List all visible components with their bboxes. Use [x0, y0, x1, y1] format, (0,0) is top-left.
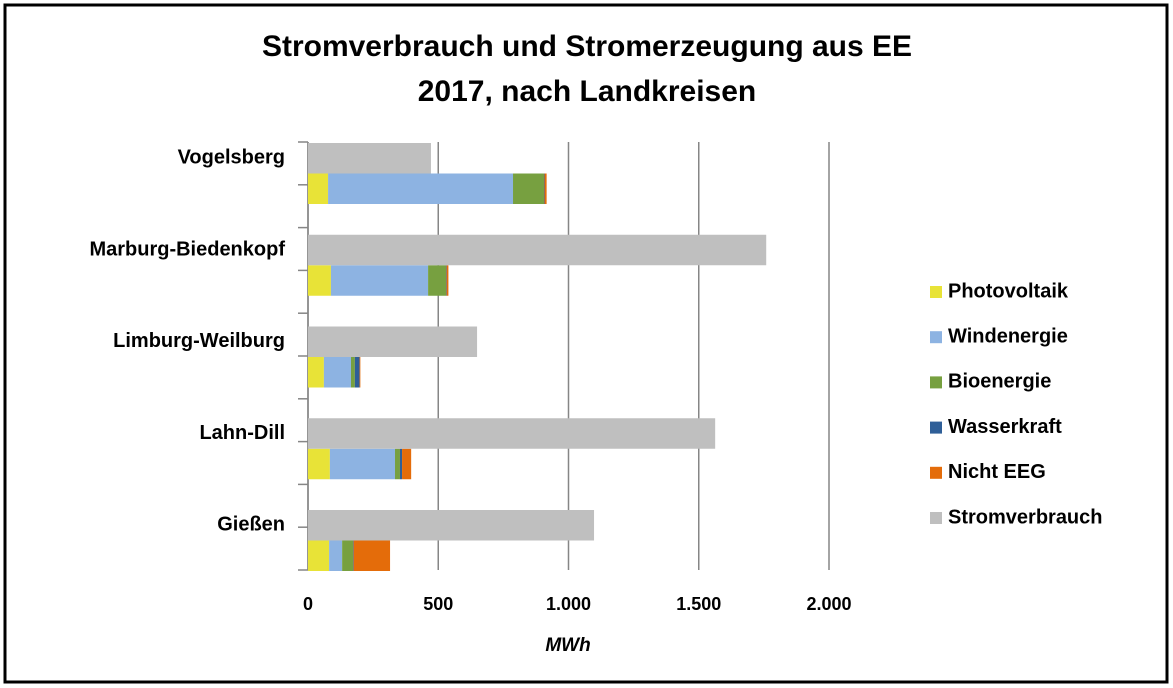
bar: [544, 173, 547, 204]
legend-swatch: [930, 331, 942, 344]
bar: [513, 173, 545, 204]
bar: [330, 265, 429, 296]
legend-label: Photovoltaik: [948, 280, 1069, 302]
bar: [342, 540, 354, 571]
legend-label: Stromverbrauch: [948, 506, 1103, 528]
legend-label: Windenergie: [948, 325, 1068, 347]
bar: [308, 326, 478, 357]
bar: [395, 448, 400, 480]
bar: [544, 173, 545, 204]
bar: [323, 357, 351, 388]
x-tick-label: 500: [423, 594, 453, 614]
chart-subtitle: 2017, nach Landkreisen: [418, 75, 757, 108]
bar: [446, 265, 449, 296]
bar: [399, 448, 403, 480]
bar: [308, 234, 767, 266]
legend-swatch: [930, 286, 942, 298]
x-tick-label: 1.000: [546, 594, 591, 614]
x-axis-label: MWh: [545, 635, 590, 656]
legend-swatch: [930, 421, 942, 434]
bar: [359, 357, 361, 388]
bar: [428, 265, 447, 296]
bar: [308, 173, 329, 204]
category-label: Vogelsberg: [178, 147, 285, 169]
chart-title: Stromverbrauch und Stromerzeugung aus EE: [262, 30, 912, 63]
bar: [353, 540, 391, 571]
chart-frame: [3, 3, 1169, 684]
legend-swatch: [930, 466, 942, 479]
legend-swatch: [930, 376, 942, 389]
bar: [308, 265, 331, 296]
category-label: Marburg-Biedenkopf: [89, 238, 285, 260]
bar: [329, 448, 396, 480]
legend-label: Nicht EEG: [948, 461, 1046, 483]
x-tick-label: 2.000: [806, 594, 851, 614]
bar: [329, 540, 343, 571]
bar: [446, 265, 447, 296]
legend-swatch: [930, 512, 942, 524]
category-label: Lahn-Dill: [199, 422, 285, 444]
bar: [308, 357, 324, 388]
category-label: Gießen: [217, 514, 285, 536]
legend-label: Wasserkraft: [948, 416, 1062, 438]
bar: [402, 448, 412, 480]
bar: [328, 173, 514, 204]
bar: [308, 510, 595, 541]
bar: [308, 540, 330, 571]
bar: [354, 357, 360, 388]
bar: [308, 143, 431, 174]
x-tick-label: 0: [303, 594, 313, 614]
x-tick-label: 1.500: [676, 594, 721, 614]
bar: [308, 448, 330, 480]
category-label: Limburg-Weilburg: [113, 330, 285, 352]
legend-label: Bioenergie: [948, 371, 1051, 393]
bar: [308, 418, 716, 449]
bar: [350, 357, 355, 388]
bar: [353, 540, 354, 571]
